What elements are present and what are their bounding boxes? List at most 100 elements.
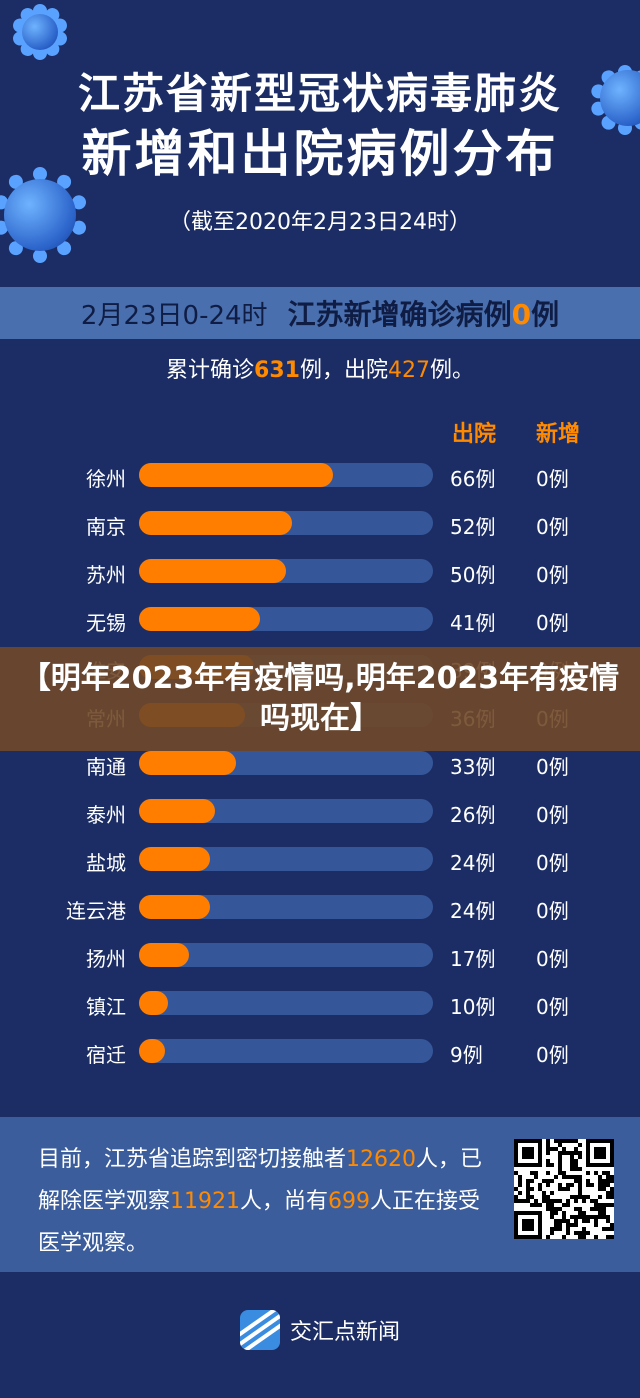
discharge-bar-track	[139, 751, 433, 775]
discharged-value: 26例	[450, 803, 496, 827]
discharge-bar-track	[139, 511, 433, 535]
discharged-value: 17例	[450, 947, 496, 971]
new-value: 0例	[536, 611, 569, 635]
new-value: 0例	[536, 755, 569, 779]
page-title-line2: 新增和出院病例分布	[81, 124, 559, 183]
city-row: 盐城 24例 0例	[0, 839, 640, 879]
discharge-bar-track	[139, 943, 433, 967]
brand-name: 交汇点新闻	[289, 1320, 400, 1345]
city-row: 镇江 10例 0例	[0, 983, 640, 1023]
city-row: 宿迁 9例 0例	[0, 1031, 640, 1071]
discharge-bar	[139, 895, 210, 919]
band-unit: 例	[531, 298, 560, 331]
discharge-bar-track	[139, 463, 433, 487]
date-note: （截至2020年2月23日24时）	[169, 210, 471, 235]
city-name: 无锡	[86, 611, 126, 635]
city-name: 宿迁	[86, 1043, 126, 1067]
discharge-bar-track	[139, 895, 433, 919]
discharge-bar	[139, 847, 210, 871]
city-name: 苏州	[86, 563, 126, 587]
city-name: 连云港	[66, 899, 126, 923]
new-value: 0例	[536, 899, 569, 923]
summary-mid: 例，出院	[299, 358, 388, 383]
city-row: 扬州 17例 0例	[0, 935, 640, 975]
new-value: 0例	[536, 467, 569, 491]
discharge-bar-track	[139, 559, 433, 583]
discharge-bar-track	[139, 799, 433, 823]
virus-icon-top-left	[14, 6, 66, 60]
city-row: 徐州 66例 0例	[0, 455, 640, 495]
note-part2: 人，已解除医学观察	[38, 1147, 483, 1214]
band-text: 江苏新增确诊病例0例	[288, 293, 560, 333]
discharged-value: 10例	[450, 995, 496, 1019]
summary-suffix: 例。	[429, 358, 474, 383]
note-released: 11921	[170, 1189, 241, 1214]
new-value: 0例	[536, 851, 569, 875]
summary-confirmed: 631	[254, 358, 300, 383]
discharged-value: 33例	[450, 755, 496, 779]
discharge-bar-track	[139, 607, 433, 631]
city-name: 泰州	[86, 803, 126, 827]
article-title-overlay[interactable]: 【明年2023年有疫情吗,明年2023年有疫情吗现在】	[0, 647, 640, 751]
discharged-value: 66例	[450, 467, 496, 491]
city-name: 镇江	[86, 995, 126, 1019]
discharged-value: 41例	[450, 611, 496, 635]
overlay-title: 【明年2023年有疫情吗,明年2023年有疫情吗现在】	[20, 661, 620, 736]
jiaohuidian-logo-icon	[239, 1310, 280, 1350]
discharged-value: 9例	[450, 1043, 483, 1067]
discharge-bar	[139, 991, 169, 1015]
discharged-value: 52例	[450, 515, 496, 539]
discharge-bar	[139, 607, 260, 631]
new-value: 0例	[536, 515, 569, 539]
city-row: 连云港 24例 0例	[0, 887, 640, 927]
city-name: 徐州	[86, 467, 126, 491]
column-header-discharged: 出院	[452, 422, 497, 447]
city-row: 泰州 26例 0例	[0, 791, 640, 831]
discharge-bar-track	[139, 847, 433, 871]
discharge-bar-track	[139, 1039, 433, 1063]
new-value: 0例	[536, 947, 569, 971]
discharge-bar	[139, 463, 334, 487]
discharge-bar	[139, 799, 216, 823]
city-row: 南通 33例 0例	[0, 743, 640, 783]
note-part3: 人，尚有	[240, 1189, 329, 1214]
city-row: 苏州 50例 0例	[0, 551, 640, 591]
discharge-bar	[139, 559, 286, 583]
column-header-new: 新增	[536, 422, 581, 447]
virus-icon-left	[0, 165, 90, 265]
qr-code-icon[interactable]	[514, 1139, 614, 1239]
discharge-bar	[139, 1039, 166, 1063]
discharge-bar	[139, 751, 237, 775]
new-value: 0例	[536, 563, 569, 587]
new-value: 0例	[536, 1043, 569, 1067]
city-name: 扬州	[86, 947, 126, 971]
virus-icon-right	[590, 60, 640, 140]
page-title-line1: 江苏省新型冠状病毒肺炎	[77, 69, 562, 118]
new-value: 0例	[536, 803, 569, 827]
city-name: 南通	[86, 755, 126, 779]
contacts-note: 目前，江苏省追踪到密切接触者12620人，已解除医学观察11921人，尚有699…	[38, 1139, 498, 1265]
daily-new-band: 2月23日0-24时 江苏新增确诊病例0例	[0, 287, 640, 339]
city-row: 无锡 41例 0例	[0, 599, 640, 639]
contacts-note-box: 目前，江苏省追踪到密切接触者12620人，已解除医学观察11921人，尚有699…	[0, 1117, 640, 1272]
discharge-bar	[139, 943, 189, 967]
city-row: 南京 52例 0例	[0, 503, 640, 543]
note-contacts: 12620	[346, 1147, 417, 1172]
new-value: 0例	[536, 995, 569, 1019]
summary-prefix: 累计确诊	[166, 358, 255, 383]
note-part1: 目前，江苏省追踪到密切接触者	[38, 1147, 347, 1172]
note-part4: 人正在接受医学观察。	[38, 1189, 481, 1256]
brand-footer[interactable]: 交汇点新闻	[0, 1308, 640, 1352]
summary-discharged: 427	[387, 358, 430, 383]
discharged-value: 50例	[450, 563, 496, 587]
city-name: 盐城	[86, 851, 126, 875]
cumulative-summary: 累计确诊631例，出院427例。	[0, 352, 640, 384]
band-label: 江苏新增确诊病例	[287, 298, 512, 331]
band-date: 2月23日0-24时	[80, 300, 268, 331]
discharge-bar	[139, 511, 292, 535]
discharged-value: 24例	[450, 851, 496, 875]
discharge-bar-track	[139, 991, 433, 1015]
note-remaining: 699	[328, 1189, 371, 1214]
band-count: 0	[511, 298, 532, 331]
city-name: 南京	[86, 515, 126, 539]
